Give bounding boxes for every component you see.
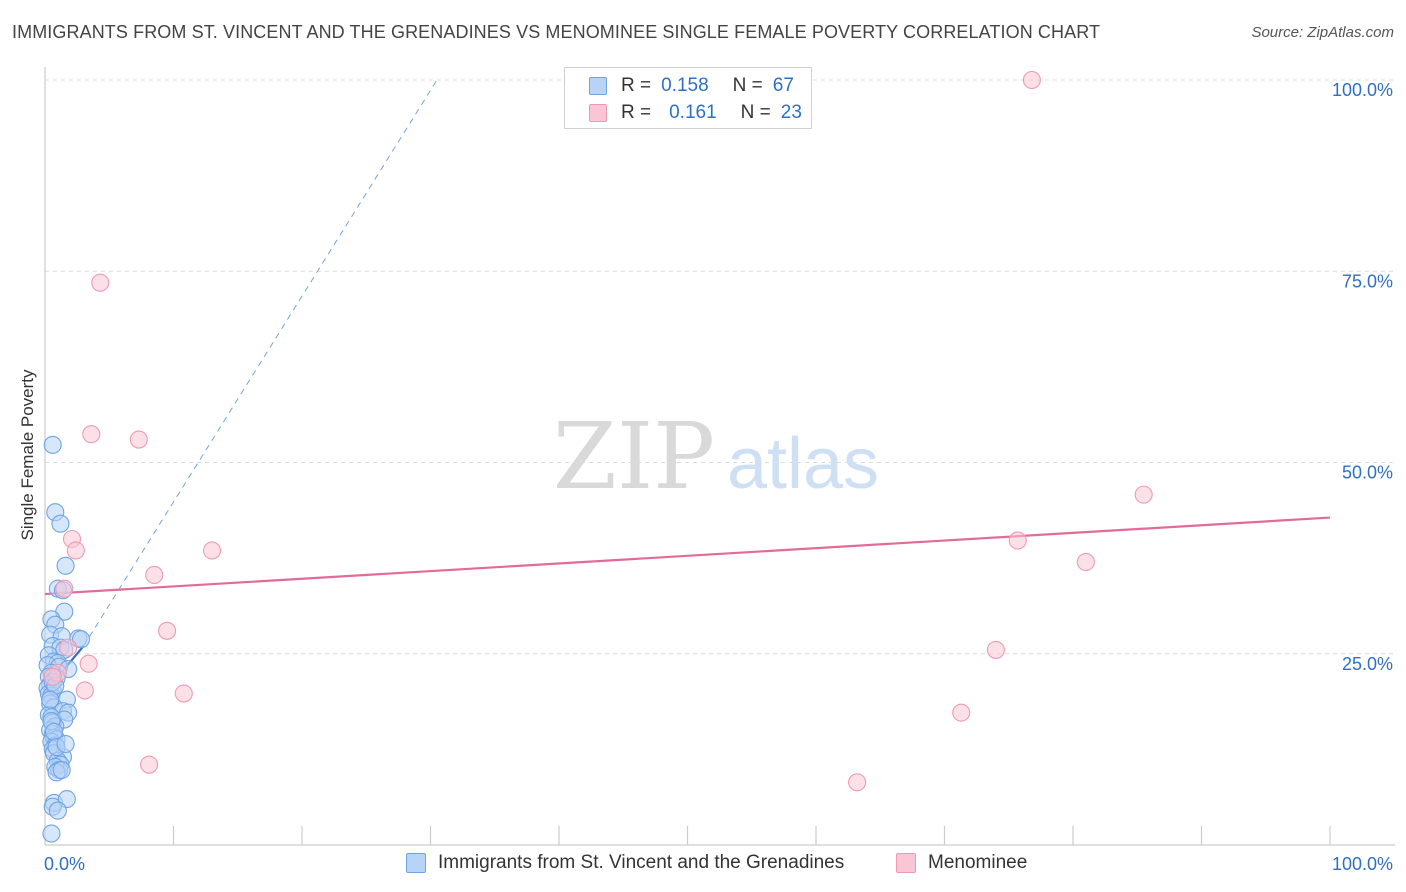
data-point-series-2 [129, 430, 148, 449]
data-point-series-1 [51, 514, 70, 533]
y-tick-label: 100.0% [1332, 80, 1393, 100]
data-point-series-1 [48, 801, 67, 820]
legend-swatch-pink [589, 104, 607, 122]
data-point-series-2 [1008, 531, 1027, 550]
legend-swatch-blue [406, 853, 426, 873]
data-point-series-2 [174, 684, 193, 703]
data-point-series-1 [43, 435, 62, 454]
x-tick-label: 0.0% [44, 854, 85, 874]
data-point-series-2 [1076, 552, 1095, 572]
data-point-series-1 [56, 734, 75, 754]
y-tick-label: 50.0% [1342, 463, 1393, 483]
data-point-series-1 [56, 556, 75, 575]
trend-layer [44, 79, 1331, 693]
stats-legend: R = 0.158 N = 67 R = 0.161 N = 23 [564, 67, 812, 129]
y-tick-label: 75.0% [1342, 271, 1393, 291]
data-point-series-1 [41, 690, 60, 709]
watermark-layer: ZIP atlas [553, 403, 879, 510]
axis-layer [44, 67, 1395, 846]
data-point-series-1 [42, 824, 61, 843]
legend-swatch-blue [589, 77, 607, 95]
data-point-series-2 [75, 681, 94, 700]
data-point-series-1 [71, 630, 91, 649]
y-axis-label: Single Female Poverty [18, 369, 37, 541]
legend-r-label: R = [621, 102, 652, 123]
data-point-series-2 [986, 640, 1005, 659]
legend-row-series-1: R = 0.158 N = 67 [589, 74, 794, 98]
y-tick-label: 25.0% [1342, 654, 1393, 674]
legend-r-label: R = [621, 75, 652, 96]
data-point-series-2 [82, 425, 101, 444]
legend-n-label: N = [732, 75, 763, 96]
data-point-series-2 [952, 703, 971, 722]
watermark-atlas: atlas [727, 424, 879, 504]
source-label: Source: ZipAtlas.com [1251, 24, 1394, 41]
legend-n-label: N = [740, 102, 771, 123]
data-point-series-2 [66, 541, 85, 560]
data-point-series-1 [52, 760, 71, 780]
data-point-series-2 [140, 755, 159, 774]
data-point-series-2 [848, 773, 867, 792]
data-point-series-2 [203, 541, 222, 560]
data-point-series-2 [145, 565, 164, 585]
data-point-series-2 [1134, 485, 1153, 504]
x-tick-label: 100.0% [1332, 854, 1393, 874]
data-point-series-2 [91, 273, 110, 292]
legend-n-value: 67 [772, 75, 794, 96]
data-point-series-2 [158, 621, 177, 640]
trend-line-dashed-1 [83, 79, 438, 647]
legend-r-value: 0.158 [661, 75, 709, 96]
legend-item-menominee: Menominee [896, 852, 1027, 874]
watermark-zip: ZIP [553, 403, 715, 510]
chart-title: IMMIGRANTS FROM ST. VINCENT AND THE GREN… [12, 22, 1101, 42]
data-point-series-2 [79, 654, 98, 673]
ticklabel-layer: 25.0% 50.0% 75.0% 100.0% 0.0% 100.0% [44, 80, 1393, 874]
legend-swatch-pink [896, 853, 916, 873]
legend-r-value: 0.161 [669, 102, 717, 123]
legend-series-name: Immigrants from St. Vincent and the Gren… [438, 852, 845, 873]
data-point-series-2 [43, 667, 62, 686]
data-point-series-2 [59, 638, 78, 657]
legend-series-name: Menominee [928, 852, 1028, 873]
grid-layer [45, 79, 1395, 655]
points-layer [38, 70, 1153, 843]
legend-item-immigrants: Immigrants from St. Vincent and the Gren… [406, 852, 844, 874]
data-point-series-2 [55, 579, 74, 598]
data-point-series-2 [1022, 70, 1041, 90]
legend-n-value: 23 [780, 102, 802, 123]
trend-line-2 [44, 516, 1331, 596]
legend-row-series-2: R = 0.161 N = 23 [589, 101, 802, 125]
series-legend: Immigrants from St. Vincent and the Gren… [0, 852, 1406, 878]
